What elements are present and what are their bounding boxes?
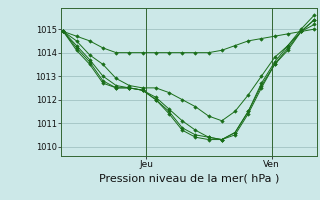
X-axis label: Pression niveau de la mer( hPa ): Pression niveau de la mer( hPa ) (99, 173, 279, 183)
